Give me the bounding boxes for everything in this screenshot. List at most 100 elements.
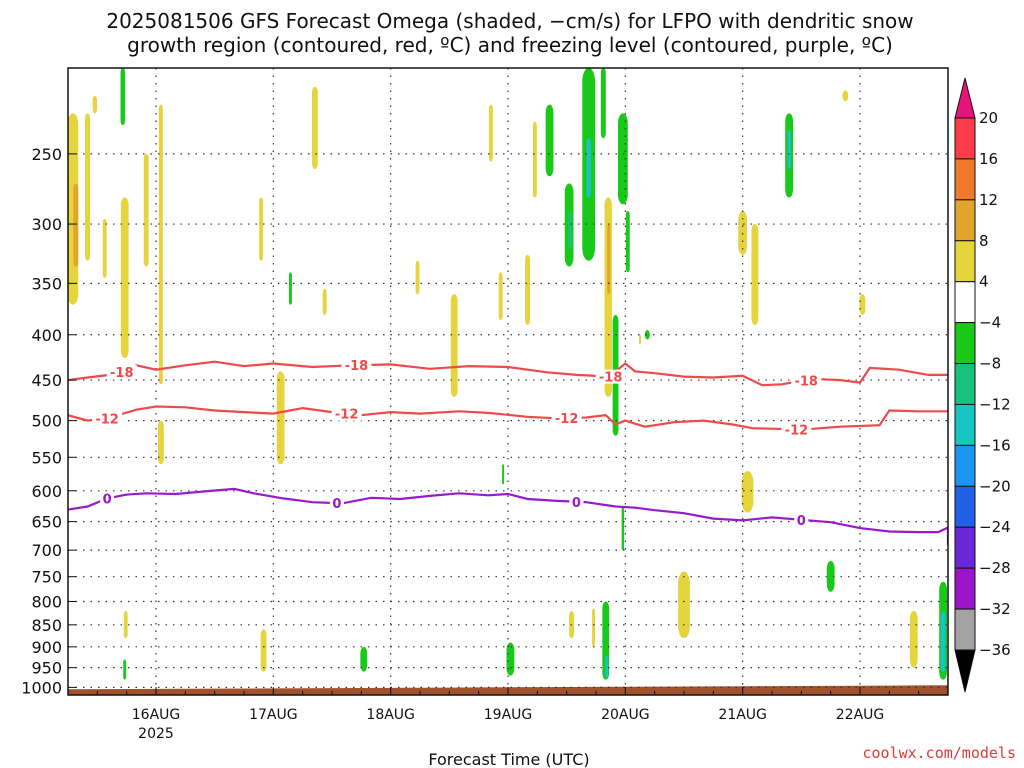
omega-shade-cell (545, 104, 554, 177)
omega-shade-cell (360, 646, 368, 672)
colorbar: 20 16 12 8 4 −4 −8 −12 −16 −20 −24 −28 −32 −36 (954, 77, 1011, 693)
contour-label: -12 (335, 408, 359, 423)
y-tick-label: 950 (31, 659, 62, 678)
omega-shade-cell (940, 611, 946, 672)
y-tick-label: 800 (31, 593, 62, 612)
colorbar-segment (954, 485, 976, 528)
x-axis: 16AUG 2025 17AUG 18AUG 19AUG 20AUG 21AUG 22AUG (67, 687, 949, 742)
omega-shade-cell (260, 629, 267, 672)
omega-shade-cell (488, 104, 493, 162)
contour-label: -18 (794, 375, 818, 390)
contour-label-bg (100, 491, 115, 506)
omega-shade-cell (502, 464, 505, 485)
contour-label-bg (794, 512, 809, 527)
colorbar-label: −36 (979, 641, 1011, 659)
omega-shade-cell (102, 218, 107, 278)
x-tick-label: 17AUG (249, 707, 298, 723)
contour-dendritic-18: -18 -18 -18 -18 (68, 358, 948, 390)
colorbar-label: −20 (979, 477, 1011, 495)
y-tick-label: 300 (31, 215, 62, 234)
omega-shade-cell (120, 68, 125, 126)
omega-shade-cell (738, 210, 748, 255)
y-tick-label: 750 (31, 568, 62, 587)
colorbar-label: 8 (979, 232, 989, 250)
contour-label: -18 (110, 366, 134, 381)
omega-shade-cell (532, 121, 537, 198)
omega-shade-cell (123, 611, 128, 639)
omega-shade-cell (123, 659, 127, 680)
contour-label: 0 (572, 496, 581, 511)
omega-shade-cell (826, 560, 835, 592)
omega-shade-cell (842, 90, 849, 102)
omega-shade-cell (73, 183, 79, 267)
omega-shade-cell (586, 138, 591, 198)
omega-shade-cell (600, 68, 606, 139)
contour-label: -18 (599, 371, 623, 386)
contour-label-bg (329, 496, 344, 511)
omega-shade-cell (741, 471, 754, 513)
omega-shade-cell (607, 224, 611, 295)
contour-label-bg (595, 369, 626, 384)
y-tick-label: 400 (31, 326, 62, 345)
contour-label: 0 (103, 492, 112, 507)
omega-shade-cell (621, 506, 625, 551)
colorbar-segment (954, 281, 976, 324)
contour-label-bg (551, 411, 582, 426)
y-tick-label: 550 (31, 448, 62, 467)
x-tick-label: 21AUG (718, 707, 767, 723)
credit-link[interactable]: coolwx.com/models (862, 744, 1016, 762)
colorbar-label: 16 (979, 150, 998, 168)
contour-dendritic-12: -12 -12 -12 -12 (68, 405, 948, 439)
omega-shade-cell (311, 86, 318, 169)
contour-label: -12 (95, 412, 119, 427)
omega-shade-cell (259, 197, 264, 261)
colorbar-segment (954, 158, 976, 201)
x-tick-label: 22AUG (836, 707, 885, 723)
omega-shade-cell (909, 611, 918, 668)
colorbar-segment (954, 608, 976, 651)
omega-shade-cell (85, 113, 90, 261)
omega-shade-cell (751, 224, 759, 326)
contour-label: 0 (332, 497, 341, 512)
contour-label-bg (781, 422, 812, 437)
colorbar-segment (954, 117, 976, 160)
x-tick-sublabel: 2025 (138, 726, 174, 742)
colorbar-top-triangle (954, 77, 976, 119)
x-axis-label: Forecast Time (UTC) (428, 750, 589, 768)
omega-shade-cell (92, 95, 98, 114)
colorbar-segment (954, 403, 976, 446)
omega-shade-cell (678, 571, 690, 639)
omega-shade-cell (415, 260, 420, 295)
chart-title: 2025081506 GFS Forecast Omega (shaded, −… (106, 9, 913, 57)
colorbar-segment (954, 363, 976, 405)
colorbar-label: 12 (979, 191, 998, 209)
omega-shade-cell (276, 371, 285, 465)
colorbar-segment (954, 240, 976, 283)
omega-shade-cell (498, 272, 503, 321)
y-tick-label: 250 (31, 145, 62, 164)
omega-shade-cell (787, 130, 791, 169)
colorbar-segment (954, 444, 976, 487)
colorbar-segment (954, 567, 976, 610)
title-line-2: growth region (contoured, red, ºC) and f… (127, 33, 893, 57)
contour-label: -12 (785, 424, 809, 439)
y-tick-label: 650 (31, 513, 62, 532)
contour-label-bg (106, 364, 137, 379)
colorbar-label: −24 (979, 518, 1011, 536)
omega-shade-cell (639, 334, 641, 345)
colorbar-label: −8 (979, 355, 1001, 373)
y-tick-label: 700 (31, 541, 62, 560)
y-tick-label: 500 (31, 412, 62, 431)
plot-area: -18 -18 -18 -18 -12 -12 -12 -12 0 0 0 0 (67, 67, 949, 696)
y-tick-label: 600 (31, 482, 62, 501)
contour-label-bg (569, 494, 584, 509)
omega-shade-cell (592, 608, 596, 647)
omega-shade-cell (143, 153, 149, 267)
contour-label-bg (92, 411, 123, 426)
omega-shade-cell (288, 272, 292, 305)
colorbar-label: −32 (979, 600, 1011, 618)
y-tick-label: 1000 (21, 678, 62, 697)
colorbar-label: 4 (979, 273, 989, 291)
contour-freezing-level: 0 0 0 0 (68, 487, 948, 545)
